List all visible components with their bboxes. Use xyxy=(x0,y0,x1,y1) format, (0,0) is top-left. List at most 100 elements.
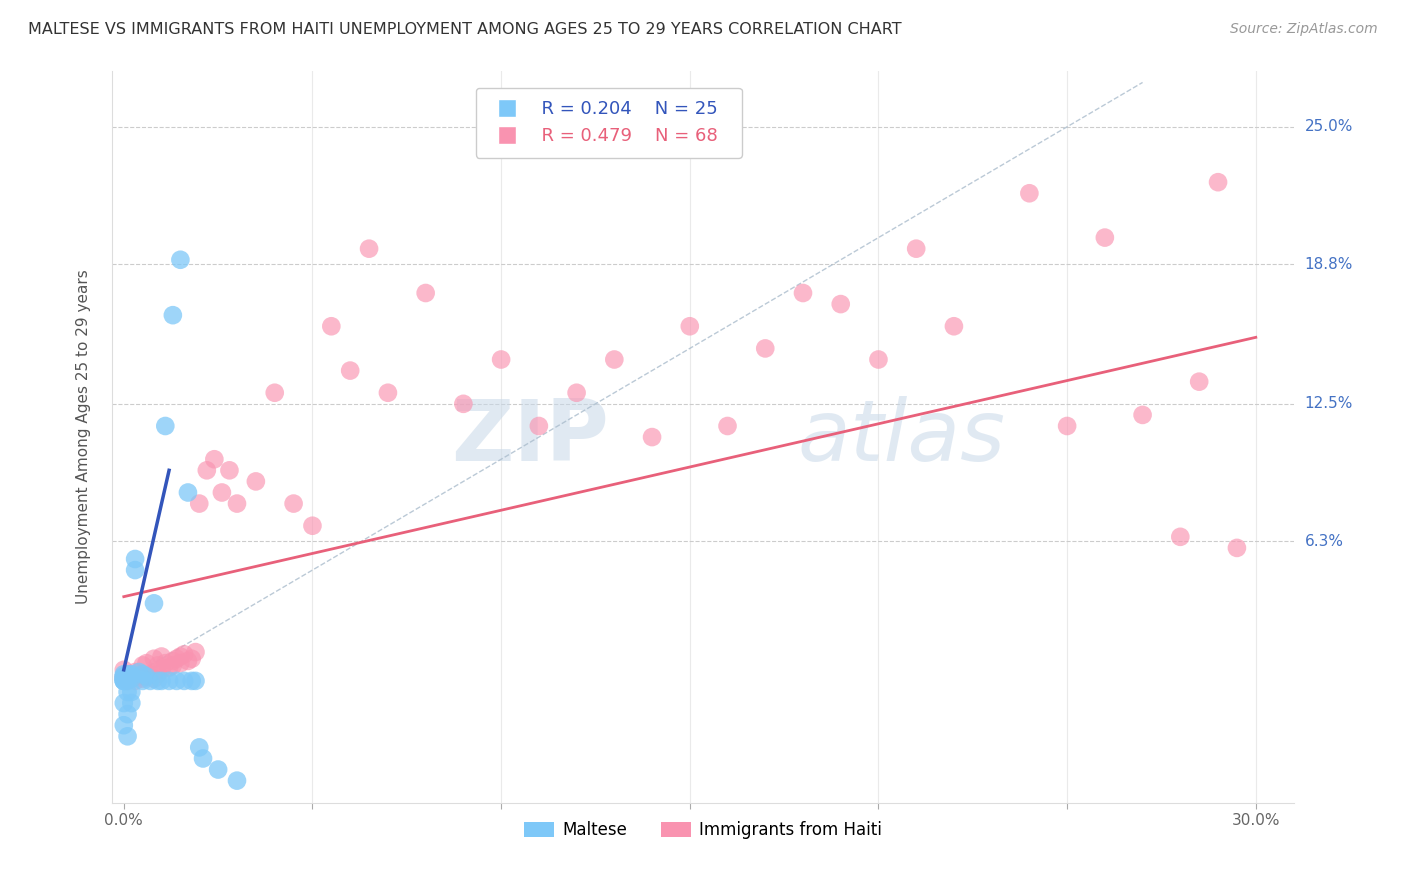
Point xyxy=(195,463,218,477)
Point xyxy=(150,649,173,664)
Point xyxy=(211,485,233,500)
Point xyxy=(641,430,664,444)
Point xyxy=(112,673,135,688)
Point xyxy=(112,696,135,710)
Point xyxy=(124,673,146,688)
Point xyxy=(162,658,184,673)
Point xyxy=(120,669,142,683)
Point xyxy=(188,740,211,755)
Point xyxy=(792,285,814,300)
Point xyxy=(146,673,169,688)
Point xyxy=(120,696,142,710)
Point xyxy=(415,285,437,300)
Point xyxy=(301,518,323,533)
Point xyxy=(162,654,184,668)
Point xyxy=(131,672,153,686)
Point xyxy=(124,665,146,679)
Point xyxy=(146,658,169,673)
Text: MALTESE VS IMMIGRANTS FROM HAITI UNEMPLOYMENT AMONG AGES 25 TO 29 YEARS CORRELAT: MALTESE VS IMMIGRANTS FROM HAITI UNEMPLO… xyxy=(28,22,901,37)
Point xyxy=(117,707,139,722)
Point xyxy=(139,667,162,681)
Point xyxy=(226,773,249,788)
Point xyxy=(117,672,139,686)
Point xyxy=(868,352,890,367)
Point xyxy=(155,419,177,434)
Point xyxy=(1206,175,1229,189)
Point xyxy=(184,673,207,688)
Point xyxy=(143,651,166,665)
Point xyxy=(120,672,142,686)
Point xyxy=(117,667,139,681)
Point xyxy=(112,669,135,683)
Point xyxy=(177,485,200,500)
Text: 6.3%: 6.3% xyxy=(1305,533,1344,549)
Point xyxy=(188,497,211,511)
Point xyxy=(112,667,135,681)
Point xyxy=(1168,530,1191,544)
Point xyxy=(117,669,139,683)
Point xyxy=(117,673,139,688)
Point xyxy=(207,763,229,777)
Point xyxy=(184,645,207,659)
Point xyxy=(124,552,146,566)
Point xyxy=(112,672,135,686)
Point xyxy=(942,319,965,334)
Y-axis label: Unemployment Among Ages 25 to 29 years: Unemployment Among Ages 25 to 29 years xyxy=(76,269,91,605)
Text: 12.5%: 12.5% xyxy=(1305,396,1353,411)
Point xyxy=(120,667,142,681)
Point xyxy=(131,667,153,681)
Text: 18.8%: 18.8% xyxy=(1305,257,1353,272)
Text: 25.0%: 25.0% xyxy=(1305,120,1353,135)
Point xyxy=(155,656,177,670)
Point xyxy=(131,658,153,673)
Point xyxy=(146,667,169,681)
Point xyxy=(112,669,135,683)
Point xyxy=(169,252,191,267)
Point xyxy=(1132,408,1154,422)
Point xyxy=(679,319,702,334)
Point xyxy=(157,660,180,674)
Point xyxy=(139,673,162,688)
Text: Source: ZipAtlas.com: Source: ZipAtlas.com xyxy=(1230,22,1378,37)
Point xyxy=(263,385,285,400)
Point xyxy=(905,242,928,256)
Point xyxy=(830,297,852,311)
Point xyxy=(143,596,166,610)
Point xyxy=(173,648,195,662)
Text: ZIP: ZIP xyxy=(451,395,609,479)
Point xyxy=(169,649,191,664)
Point xyxy=(1094,230,1116,244)
Point xyxy=(453,397,475,411)
Point xyxy=(754,342,776,356)
Point xyxy=(135,669,157,683)
Point xyxy=(150,663,173,677)
Point xyxy=(120,672,142,686)
Point xyxy=(202,452,225,467)
Point xyxy=(565,385,588,400)
Point xyxy=(162,308,184,322)
Point xyxy=(169,656,191,670)
Point xyxy=(603,352,626,367)
Point xyxy=(321,319,343,334)
Point xyxy=(1226,541,1249,555)
Point xyxy=(283,497,305,511)
Point xyxy=(357,242,380,256)
Point xyxy=(117,685,139,699)
Point xyxy=(377,385,399,400)
Legend: Maltese, Immigrants from Haiti: Maltese, Immigrants from Haiti xyxy=(517,814,889,846)
Point xyxy=(112,669,135,683)
Point xyxy=(166,651,188,665)
Point xyxy=(157,673,180,688)
Point xyxy=(117,729,139,743)
Point xyxy=(117,673,139,688)
Point xyxy=(191,751,214,765)
Point xyxy=(489,352,512,367)
Point xyxy=(180,673,202,688)
Point xyxy=(112,718,135,732)
Point xyxy=(112,672,135,686)
Point xyxy=(128,665,150,679)
Point xyxy=(143,672,166,686)
Text: atlas: atlas xyxy=(797,395,1005,479)
Point xyxy=(166,673,188,688)
Point xyxy=(150,673,173,688)
